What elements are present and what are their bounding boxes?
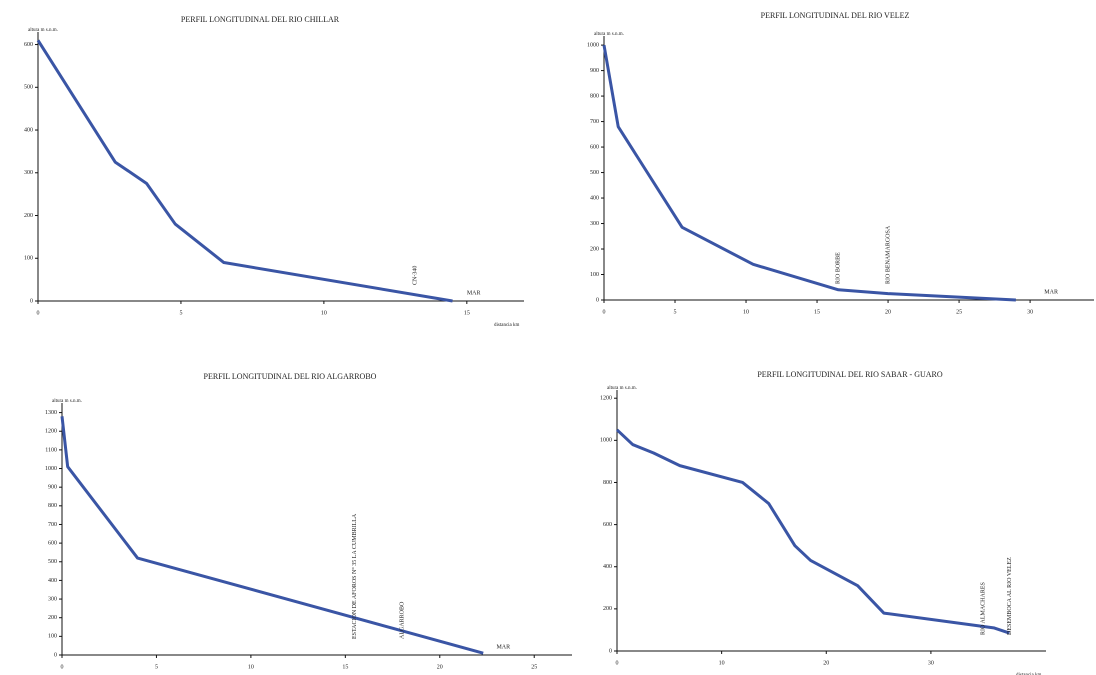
y-tick-label: 500 bbox=[590, 170, 599, 176]
y-tick-label: 400 bbox=[24, 127, 33, 133]
x-tick-label: 20 bbox=[885, 309, 891, 315]
y-tick-label: 1200 bbox=[600, 396, 612, 402]
annotation: ALGARROBO bbox=[399, 601, 405, 639]
y-tick-label: 400 bbox=[603, 564, 612, 570]
y-tick-label: 1200 bbox=[45, 429, 57, 435]
y-tick-label: 1000 bbox=[45, 466, 57, 472]
y-axis-label: altura m s.n.m. bbox=[52, 399, 82, 404]
y-tick-label: 700 bbox=[48, 522, 57, 528]
x-tick-label: 15 bbox=[342, 664, 348, 670]
chart-title: PERFIL LONGITUDINAL DEL RIO CHILLAR bbox=[181, 15, 340, 24]
y-tick-label: 700 bbox=[590, 119, 599, 125]
x-tick-label: 0 bbox=[61, 664, 64, 670]
profile-line bbox=[602, 44, 1016, 302]
x-tick-label: 10 bbox=[743, 309, 749, 315]
x-tick-label: 0 bbox=[616, 660, 619, 666]
y-tick-label: 600 bbox=[24, 42, 33, 48]
x-tick-label: 20 bbox=[823, 660, 829, 666]
x-tick-label: 30 bbox=[1027, 309, 1033, 315]
annotation: MAR bbox=[467, 290, 481, 296]
annotation: MAR bbox=[496, 644, 510, 650]
y-tick-label: 600 bbox=[48, 540, 57, 546]
y-tick-label: 600 bbox=[603, 522, 612, 528]
profile-line bbox=[615, 428, 1010, 635]
annotation: CN-340 bbox=[413, 266, 419, 285]
x-tick-label: 25 bbox=[956, 309, 962, 315]
y-tick-label: 200 bbox=[48, 615, 57, 621]
x-tick-label: 15 bbox=[814, 309, 820, 315]
y-tick-label: 100 bbox=[48, 634, 57, 640]
annotation: RIO BORBE bbox=[836, 252, 842, 284]
y-tick-label: 100 bbox=[590, 272, 599, 278]
chart: PERFIL LONGITUDINAL DEL RIO CHILLAR altur… bbox=[24, 15, 524, 328]
chart-title: PERFIL LONGITUDINAL DEL RIO VELEZ bbox=[761, 11, 910, 20]
y-tick-label: 300 bbox=[590, 221, 599, 227]
x-tick-label: 0 bbox=[37, 310, 40, 316]
annotation: RIO ALMACHARES bbox=[981, 582, 987, 635]
chart-title: PERFIL LONGITUDINAL DEL RIO ALGARROBO bbox=[204, 372, 377, 381]
x-tick-label: 10 bbox=[248, 664, 254, 670]
y-tick-label: 600 bbox=[590, 144, 599, 150]
x-axis-label: distancia km bbox=[1016, 673, 1042, 675]
x-tick-label: 15 bbox=[464, 310, 470, 316]
y-tick-label: 200 bbox=[24, 213, 33, 219]
chart: PERFIL LONGITUDINAL DEL RIO VELEZ altura … bbox=[587, 11, 1094, 315]
x-tick-label: 5 bbox=[155, 664, 158, 670]
x-tick-label: 10 bbox=[719, 660, 725, 666]
y-tick-label: 0 bbox=[54, 652, 57, 658]
y-tick-label: 0 bbox=[609, 648, 612, 654]
x-tick-label: 0 bbox=[603, 309, 606, 315]
y-tick-label: 900 bbox=[590, 68, 599, 74]
y-tick-label: 0 bbox=[596, 297, 599, 303]
y-tick-label: 200 bbox=[590, 246, 599, 252]
annotation: RIO BENAMARGOSA bbox=[885, 225, 891, 284]
annotation: MAR bbox=[1044, 289, 1058, 295]
y-axis-label: altura m s.n.m. bbox=[594, 32, 624, 37]
annotation: ESTACION DE AFOROS N° 35 LA CUMBRILLA bbox=[351, 513, 358, 639]
y-tick-label: 300 bbox=[48, 596, 57, 602]
y-axis-label: altura m s.n.m. bbox=[28, 28, 58, 33]
x-tick-label: 25 bbox=[531, 664, 537, 670]
x-axis-label: distancia km bbox=[494, 323, 520, 328]
y-tick-label: 500 bbox=[24, 85, 33, 91]
y-tick-label: 400 bbox=[48, 578, 57, 584]
y-tick-label: 100 bbox=[24, 256, 33, 262]
y-tick-label: 800 bbox=[603, 480, 612, 486]
profile-line bbox=[36, 39, 453, 303]
chart: PERFIL LONGITUDINAL DEL RIO SABAR - GUAR… bbox=[600, 370, 1046, 675]
annotation: DESEMBOCA AL RIO VELEZ bbox=[1007, 557, 1013, 635]
x-tick-label: 20 bbox=[437, 664, 443, 670]
y-tick-label: 1000 bbox=[600, 438, 612, 444]
x-tick-label: 10 bbox=[321, 310, 327, 316]
chart-title: PERFIL LONGITUDINAL DEL RIO SABAR - GUAR… bbox=[757, 370, 943, 379]
y-tick-label: 1300 bbox=[45, 410, 57, 416]
y-tick-label: 500 bbox=[48, 559, 57, 565]
y-axis-label: altura m s.n.m. bbox=[607, 386, 637, 391]
x-tick-label: 5 bbox=[179, 310, 182, 316]
x-tick-label: 30 bbox=[928, 660, 934, 666]
y-tick-label: 300 bbox=[24, 170, 33, 176]
profile-line bbox=[60, 416, 484, 655]
x-tick-label: 5 bbox=[674, 309, 677, 315]
y-tick-label: 400 bbox=[590, 195, 599, 201]
y-tick-label: 1000 bbox=[587, 42, 599, 48]
chart: PERFIL LONGITUDINAL DEL RIO ALGARROBO alt… bbox=[45, 372, 572, 670]
y-tick-label: 800 bbox=[590, 93, 599, 99]
y-tick-label: 200 bbox=[603, 606, 612, 612]
y-tick-label: 1100 bbox=[45, 447, 57, 453]
y-tick-label: 900 bbox=[48, 485, 57, 491]
y-tick-label: 0 bbox=[30, 298, 33, 304]
y-tick-label: 800 bbox=[48, 503, 57, 509]
